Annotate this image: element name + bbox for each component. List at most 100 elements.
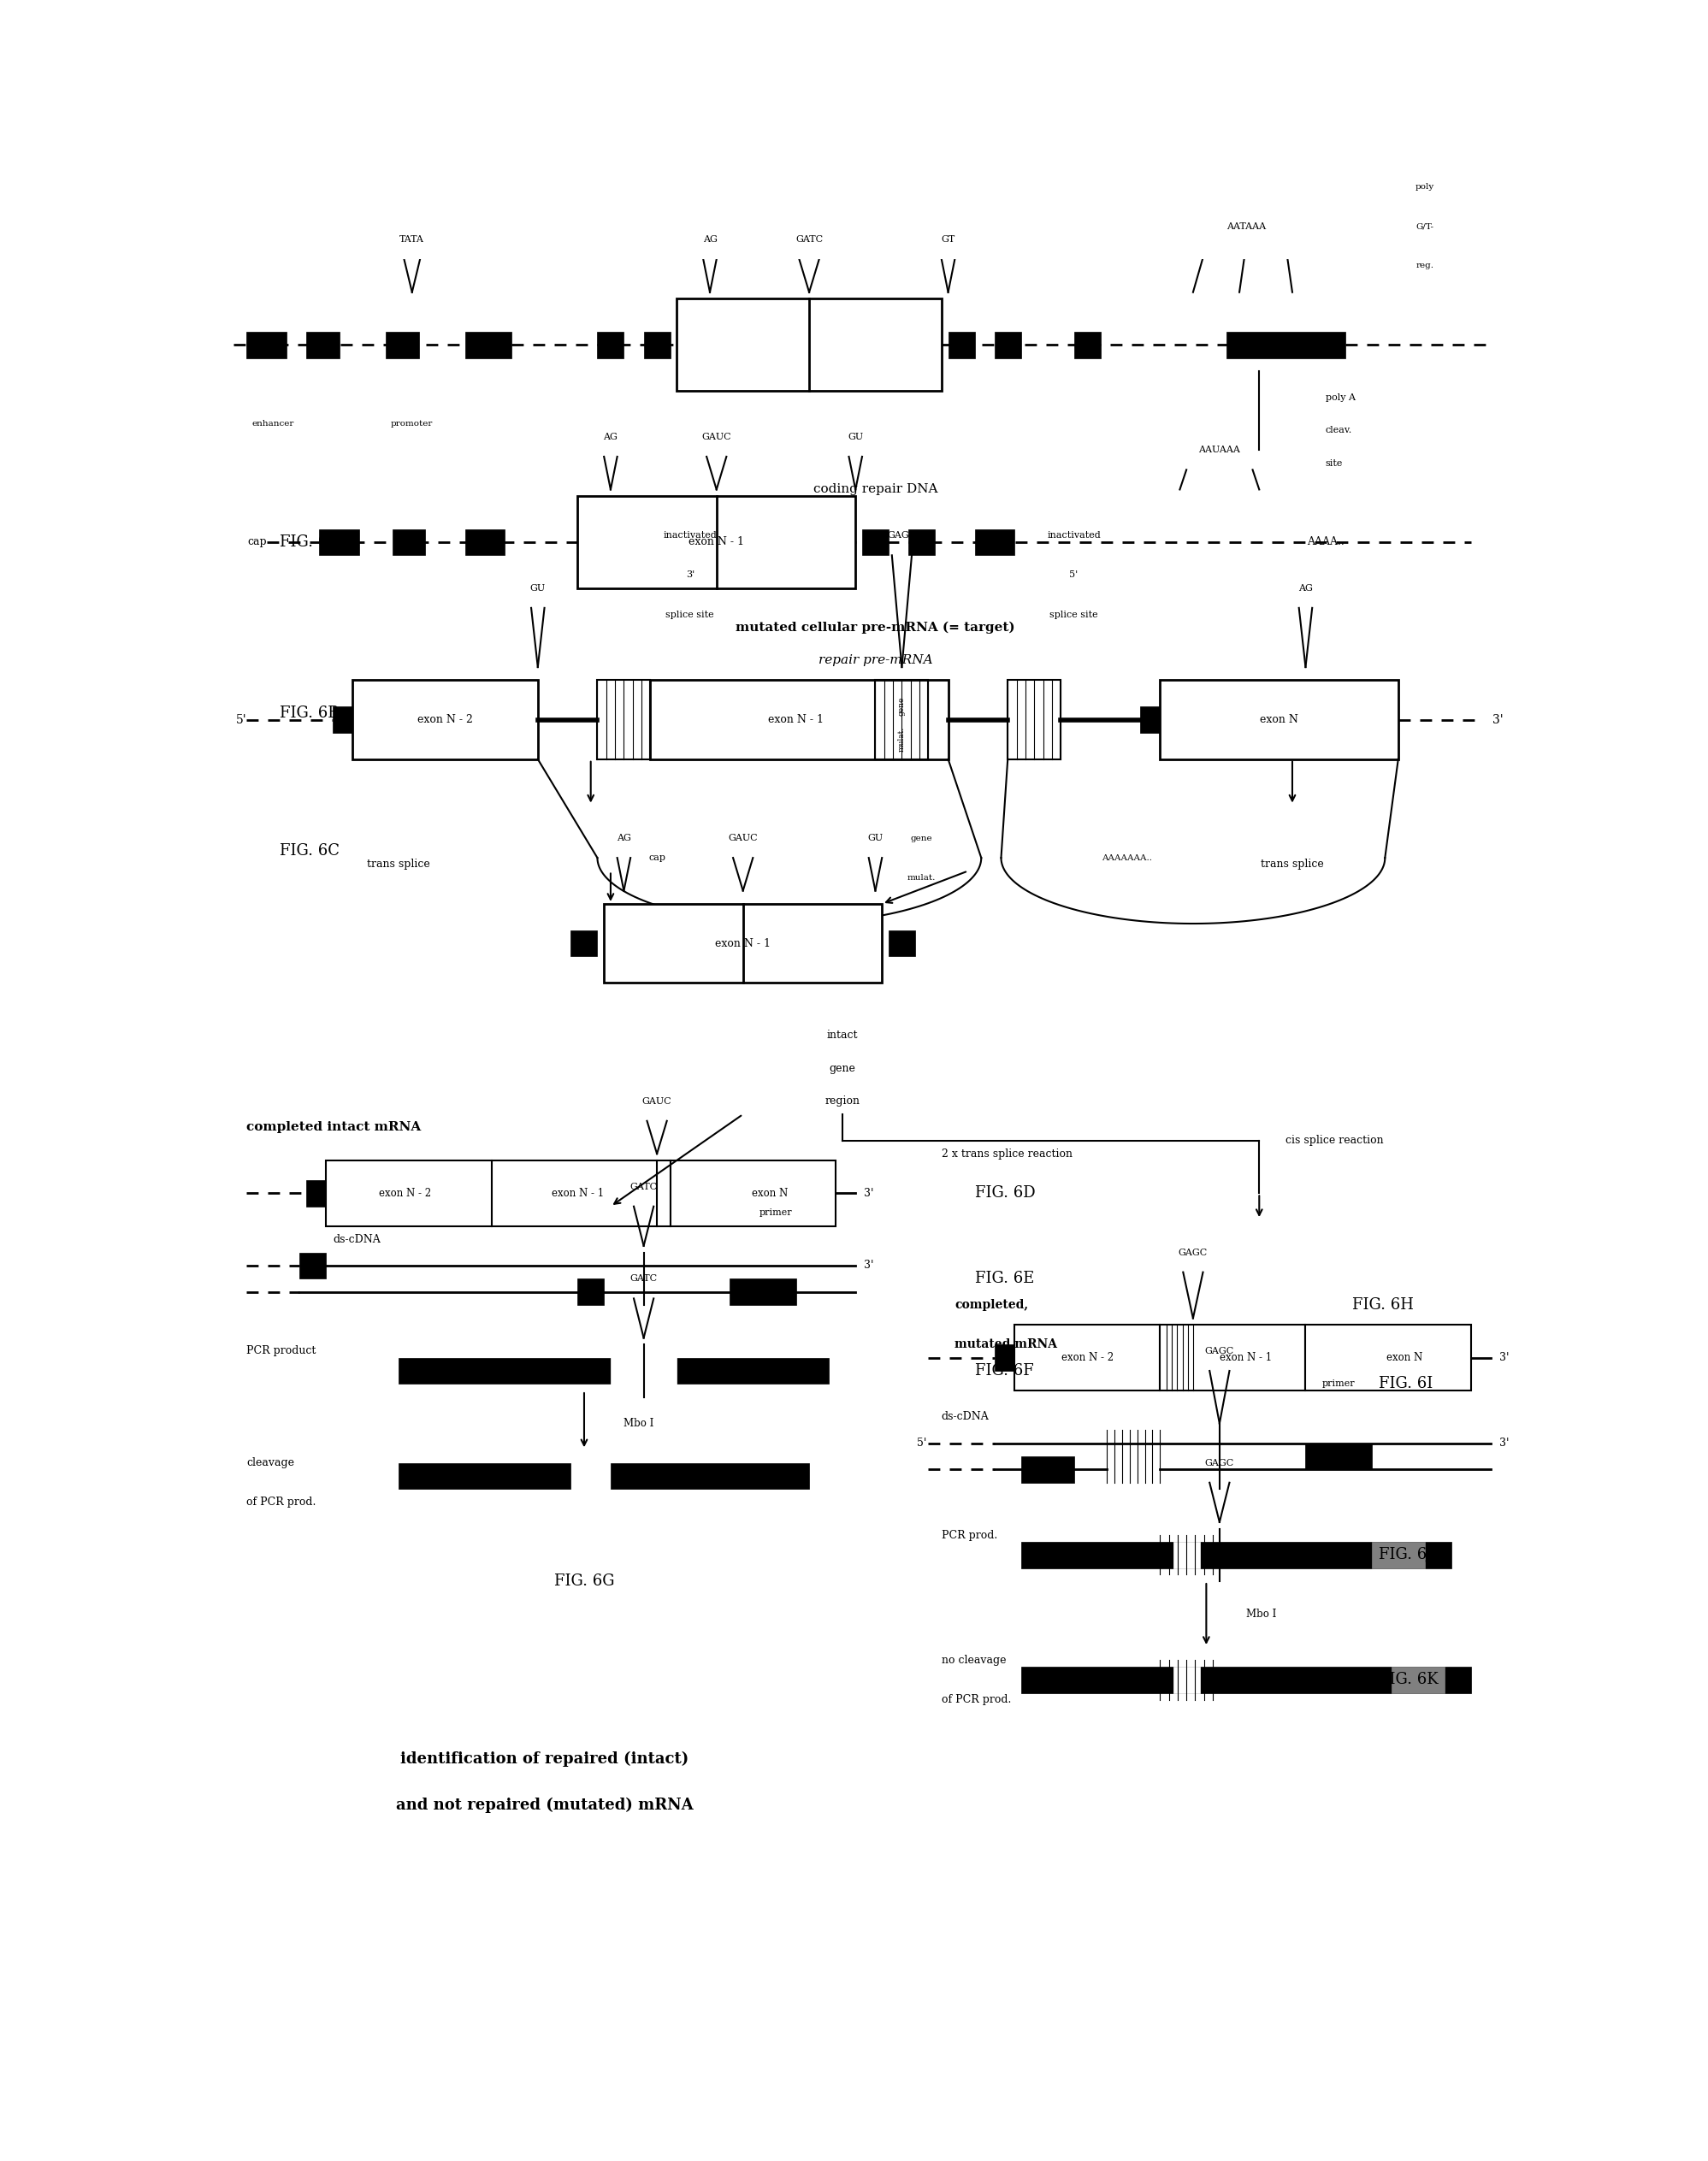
Text: of PCR prod.: of PCR prod. bbox=[941, 1694, 1011, 1705]
Bar bbox=[1226, 331, 1346, 359]
Text: completed intact mRNA: completed intact mRNA bbox=[246, 1122, 422, 1135]
Bar bbox=[948, 331, 975, 359]
Text: FIG. 6C: FIG. 6C bbox=[280, 843, 340, 858]
Text: 5': 5' bbox=[917, 1437, 926, 1448]
Text: cap: cap bbox=[649, 854, 666, 862]
Text: exon N - 1: exon N - 1 bbox=[716, 938, 770, 949]
Bar bbox=[611, 1351, 676, 1390]
Text: exon N - 1: exon N - 1 bbox=[688, 536, 745, 547]
Bar bbox=[319, 529, 359, 555]
Bar bbox=[1021, 1541, 1452, 1569]
Text: cleav.: cleav. bbox=[1325, 426, 1353, 434]
Text: AAAAAAA..: AAAAAAA.. bbox=[1102, 854, 1153, 862]
Text: identification of repaired (intact): identification of repaired (intact) bbox=[400, 1750, 688, 1768]
Text: gene: gene bbox=[898, 698, 905, 715]
Text: cap: cap bbox=[248, 536, 266, 547]
Bar bbox=[306, 1180, 326, 1206]
Text: promoter: promoter bbox=[391, 419, 434, 428]
Text: GATC: GATC bbox=[796, 236, 823, 244]
Text: AAUAAA: AAUAAA bbox=[1199, 445, 1240, 454]
Text: GAGC: GAGC bbox=[1204, 1459, 1235, 1467]
Bar bbox=[598, 331, 623, 359]
Text: 3': 3' bbox=[864, 1189, 874, 1199]
Bar bbox=[570, 929, 598, 957]
Bar bbox=[398, 1463, 570, 1489]
Bar bbox=[1173, 1666, 1199, 1692]
Text: ds-cDNA: ds-cDNA bbox=[941, 1411, 989, 1422]
Text: cis splice reaction: cis splice reaction bbox=[1286, 1135, 1383, 1145]
Bar bbox=[1074, 331, 1100, 359]
Text: 5': 5' bbox=[1069, 571, 1078, 579]
Text: exon N - 1: exon N - 1 bbox=[769, 713, 823, 726]
Text: of PCR prod.: of PCR prod. bbox=[246, 1498, 316, 1508]
Text: primer: primer bbox=[1322, 1379, 1354, 1387]
Text: 3': 3' bbox=[1500, 1353, 1510, 1364]
Text: poly: poly bbox=[1416, 184, 1435, 190]
Text: AATAAA: AATAAA bbox=[1226, 223, 1266, 231]
Bar bbox=[246, 331, 287, 359]
Text: GAUC: GAUC bbox=[642, 1098, 671, 1106]
Text: poly A: poly A bbox=[1325, 393, 1356, 402]
Text: FIG. 6D: FIG. 6D bbox=[975, 1186, 1035, 1202]
Text: 3': 3' bbox=[1493, 713, 1503, 726]
Text: exon N - 2: exon N - 2 bbox=[379, 1189, 432, 1199]
Text: coding repair DNA: coding repair DNA bbox=[813, 484, 938, 495]
Text: FIG. 6E: FIG. 6E bbox=[975, 1271, 1033, 1286]
Bar bbox=[670, 1160, 835, 1225]
Text: 3': 3' bbox=[685, 571, 695, 579]
Text: exon N - 2: exon N - 2 bbox=[1061, 1353, 1114, 1364]
Text: splice site: splice site bbox=[1050, 609, 1098, 618]
Text: FIG. 6A: FIG. 6A bbox=[280, 534, 338, 549]
Bar bbox=[1305, 1444, 1372, 1469]
Text: completed,: completed, bbox=[955, 1299, 1028, 1312]
Text: FIG. 6K: FIG. 6K bbox=[1378, 1673, 1438, 1688]
Bar bbox=[1021, 1457, 1074, 1482]
Bar bbox=[326, 1160, 492, 1225]
Text: GAUC: GAUC bbox=[728, 834, 758, 843]
Bar bbox=[465, 529, 506, 555]
Text: FIG. 6G: FIG. 6G bbox=[553, 1573, 615, 1588]
Bar bbox=[577, 1279, 605, 1305]
Text: 3': 3' bbox=[1500, 1437, 1510, 1448]
Bar bbox=[1015, 1325, 1160, 1390]
Text: repair pre-mRNA: repair pre-mRNA bbox=[818, 655, 933, 666]
Text: exon N - 2: exon N - 2 bbox=[417, 713, 473, 726]
Text: primer: primer bbox=[760, 1208, 793, 1217]
Text: site: site bbox=[1325, 458, 1342, 467]
Text: GU: GU bbox=[847, 432, 863, 441]
Bar bbox=[1008, 681, 1061, 759]
Bar bbox=[994, 331, 1021, 359]
Text: Mbo I: Mbo I bbox=[1245, 1608, 1276, 1621]
Bar bbox=[598, 681, 651, 759]
Bar bbox=[605, 903, 881, 983]
Bar bbox=[729, 1279, 796, 1305]
Bar bbox=[994, 1344, 1015, 1370]
Bar bbox=[398, 1357, 828, 1383]
Text: reg.: reg. bbox=[1416, 261, 1433, 270]
Bar bbox=[1139, 707, 1160, 733]
Text: GATC: GATC bbox=[630, 1275, 658, 1284]
Text: GATC: GATC bbox=[630, 1182, 658, 1191]
Bar bbox=[492, 1160, 670, 1225]
Text: gene: gene bbox=[828, 1063, 856, 1074]
Bar bbox=[1305, 1325, 1471, 1390]
Text: exon N: exon N bbox=[1261, 713, 1298, 726]
Bar bbox=[1372, 1541, 1424, 1569]
Text: trans splice: trans splice bbox=[1261, 858, 1324, 871]
Text: TATA: TATA bbox=[400, 236, 424, 244]
Text: ds-cDNA: ds-cDNA bbox=[333, 1234, 381, 1245]
Text: no cleavage: no cleavage bbox=[941, 1655, 1006, 1666]
Bar bbox=[644, 331, 670, 359]
Text: intact: intact bbox=[827, 1031, 857, 1042]
Text: cleavage: cleavage bbox=[246, 1457, 294, 1469]
Text: inactivated: inactivated bbox=[1047, 532, 1100, 540]
Bar bbox=[393, 529, 425, 555]
Text: PCR product: PCR product bbox=[246, 1346, 316, 1357]
Bar bbox=[386, 331, 418, 359]
Text: Mbo I: Mbo I bbox=[623, 1418, 654, 1428]
Text: mulat.: mulat. bbox=[898, 726, 905, 752]
Text: mutated cellular pre-mRNA (= target): mutated cellular pre-mRNA (= target) bbox=[736, 622, 1015, 633]
Bar bbox=[1392, 1666, 1445, 1692]
Text: GAGC: GAGC bbox=[1204, 1346, 1235, 1355]
Text: AG: AG bbox=[702, 236, 717, 244]
